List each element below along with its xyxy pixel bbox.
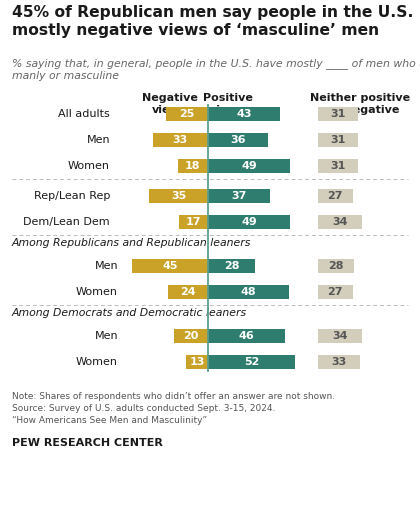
Bar (208, 329, 285, 343)
Text: Men: Men (94, 331, 118, 341)
Bar (318, 215, 362, 229)
Bar (318, 329, 362, 343)
Bar (318, 107, 358, 121)
Bar (318, 285, 352, 299)
Text: 27: 27 (328, 287, 343, 297)
Text: 31: 31 (330, 161, 346, 171)
Bar (318, 159, 358, 173)
Text: Neither positive
nor negative: Neither positive nor negative (310, 93, 410, 115)
Text: Among Republicans and Republican leaners: Among Republicans and Republican leaners (12, 238, 252, 248)
Text: Men: Men (87, 135, 110, 145)
Text: 36: 36 (231, 135, 246, 145)
Text: 24: 24 (180, 287, 196, 297)
Bar (149, 189, 208, 203)
Bar (208, 159, 290, 173)
Bar (178, 159, 208, 173)
Bar (186, 355, 208, 369)
Bar (208, 259, 255, 273)
Text: 49: 49 (241, 217, 257, 227)
Text: 48: 48 (241, 287, 256, 297)
Text: 45% of Republican men say people in the U.S. have
mostly negative views of ‘masc: 45% of Republican men say people in the … (12, 5, 420, 38)
Bar (208, 285, 289, 299)
Text: Positive
views: Positive views (203, 93, 253, 115)
Bar (132, 259, 208, 273)
Bar (318, 133, 358, 147)
Text: 52: 52 (244, 357, 260, 367)
Text: 17: 17 (186, 217, 202, 227)
Bar (318, 355, 360, 369)
Text: 27: 27 (328, 191, 343, 201)
Text: 18: 18 (185, 161, 201, 171)
Bar (208, 189, 270, 203)
Text: Women: Women (68, 161, 110, 171)
Bar (168, 285, 208, 299)
Text: “How Americans See Men and Masculinity”: “How Americans See Men and Masculinity” (12, 416, 207, 425)
Text: 25: 25 (179, 109, 195, 119)
Text: Men: Men (94, 261, 118, 271)
Text: 43: 43 (236, 109, 252, 119)
Bar (208, 133, 268, 147)
Text: Women: Women (76, 287, 118, 297)
Bar (152, 133, 208, 147)
Text: Rep/Lean Rep: Rep/Lean Rep (34, 191, 110, 201)
Text: 33: 33 (173, 135, 188, 145)
Bar (174, 329, 208, 343)
Text: 33: 33 (331, 357, 347, 367)
Text: Among Democrats and Democratic leaners: Among Democrats and Democratic leaners (12, 308, 247, 318)
Bar (318, 189, 352, 203)
Text: 13: 13 (189, 357, 205, 367)
Text: 20: 20 (184, 331, 199, 341)
Text: Women: Women (76, 357, 118, 367)
Text: 35: 35 (171, 191, 186, 201)
Text: Source: Survey of U.S. adults conducted Sept. 3-15, 2024.: Source: Survey of U.S. adults conducted … (12, 404, 276, 413)
Bar (318, 259, 354, 273)
Text: 34: 34 (332, 331, 347, 341)
Text: PEW RESEARCH CENTER: PEW RESEARCH CENTER (12, 438, 163, 448)
Text: 28: 28 (328, 261, 344, 271)
Text: 31: 31 (330, 135, 346, 145)
Text: Negative
views: Negative views (142, 93, 198, 115)
Text: 31: 31 (330, 109, 346, 119)
Bar (179, 215, 208, 229)
Text: All adults: All adults (58, 109, 110, 119)
Bar (166, 107, 208, 121)
Text: 37: 37 (231, 191, 247, 201)
Bar (208, 355, 295, 369)
Bar (208, 215, 290, 229)
Text: 28: 28 (224, 261, 239, 271)
Text: 46: 46 (239, 331, 255, 341)
Text: Note: Shares of respondents who didn’t offer an answer are not shown.: Note: Shares of respondents who didn’t o… (12, 392, 335, 401)
Text: Dem/Lean Dem: Dem/Lean Dem (24, 217, 110, 227)
Text: 49: 49 (241, 161, 257, 171)
Text: % saying that, in general, people in the U.S. have mostly ____ of men who are
ma: % saying that, in general, people in the… (12, 58, 420, 81)
Text: 45: 45 (163, 261, 178, 271)
Text: 34: 34 (332, 217, 347, 227)
Bar (208, 107, 280, 121)
